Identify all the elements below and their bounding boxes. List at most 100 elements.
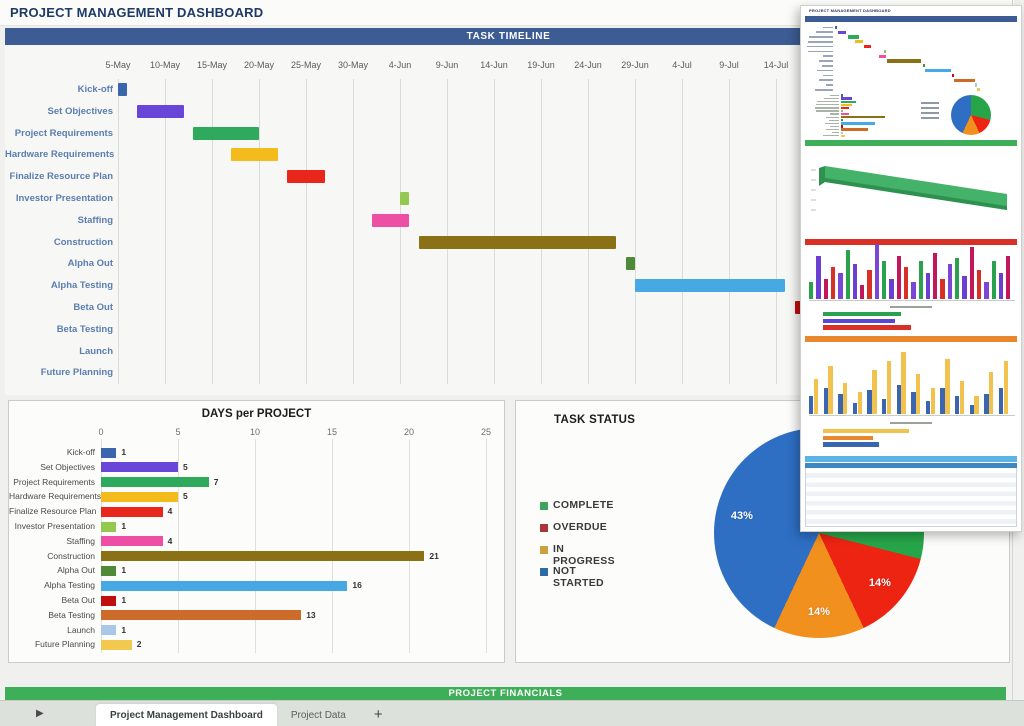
mini-data-table-header — [805, 463, 1017, 468]
gantt-task-label: Future Planning — [40, 367, 113, 379]
mini-gantt-bar — [883, 49, 886, 53]
gantt-axis-tick: 10-May — [149, 60, 180, 70]
gantt-axis-tick: 5-May — [105, 60, 131, 70]
mini-column — [940, 278, 945, 299]
days-axis-tick: 25 — [480, 427, 491, 437]
mini-gantt-label — [815, 88, 833, 91]
sheet-nav-arrow-icon[interactable]: ▶ — [36, 708, 44, 719]
legend-swatch — [540, 568, 548, 576]
mini-orange-section-bar — [805, 336, 1017, 342]
mini-column — [882, 398, 887, 414]
mini-gantt-label — [823, 55, 833, 58]
mini-column — [813, 378, 819, 414]
mini-days-row — [811, 100, 911, 103]
mini-pie-chart — [951, 95, 991, 135]
mini-column — [969, 246, 974, 299]
mini-days-label — [825, 128, 839, 131]
mini-days-chart — [811, 94, 911, 138]
days-gridline — [332, 439, 333, 653]
project-financials-title: PROJECT FINANCIALS — [448, 688, 563, 699]
gantt-gridline — [635, 79, 636, 384]
gantt-task-label: Set Objectives — [47, 105, 113, 117]
days-bar — [101, 491, 178, 502]
mini-column — [962, 275, 967, 299]
gantt-bar — [418, 235, 617, 249]
mini-days-label — [830, 125, 839, 128]
gantt-gridline — [776, 79, 777, 384]
mini-column — [925, 400, 931, 414]
mini-column — [838, 394, 843, 414]
tab-project-management-dashboard[interactable]: Project Management Dashboard — [96, 704, 277, 726]
mini-days-bar — [841, 122, 875, 125]
mini-days-label — [830, 113, 839, 115]
days-category-label: Beta Testing — [48, 609, 95, 620]
days-bar — [101, 610, 302, 621]
days-value-label: 1 — [121, 624, 127, 635]
gantt-task-label: Alpha Out — [67, 258, 113, 270]
gantt-bar — [193, 126, 259, 140]
gantt-axis-tick: 14-Jun — [480, 60, 508, 70]
mini-days-row — [811, 112, 911, 116]
days-gridline — [409, 439, 410, 653]
mini-days-label — [815, 104, 839, 106]
mini-financial-3d-chart — [811, 166, 1007, 211]
mini-days-row — [811, 122, 911, 125]
mini-days-label — [825, 116, 839, 118]
gantt-axis-tick: 4-Jul — [672, 60, 692, 70]
mini-days-label — [814, 107, 839, 109]
mini-column — [809, 396, 814, 414]
mini-gantt-bar — [838, 30, 847, 34]
mini-gantt-label — [825, 84, 833, 86]
gantt-axis-tick: 9-Jul — [719, 60, 739, 70]
days-category-label: Alpha Out — [57, 565, 95, 576]
mini-column — [828, 365, 833, 414]
days-per-project-panel[interactable]: DAYS per PROJECT 0 5 10 15 20 25 Kick-off 1 Set … — [8, 400, 505, 663]
mini-gantt — [805, 25, 1017, 92]
gantt-bar — [136, 104, 184, 118]
mini-days-row — [811, 131, 911, 134]
days-category-label: Alpha Testing — [44, 580, 95, 591]
mini-gantt-bar — [848, 35, 860, 39]
mini-gantt-row — [805, 87, 1017, 92]
mini-gantt-label — [822, 64, 833, 67]
add-sheet-button[interactable]: + — [360, 704, 397, 726]
gantt-bar — [794, 301, 805, 314]
mini-gantt-label — [818, 79, 833, 82]
days-axis-tick: 0 — [98, 427, 104, 437]
days-value-label: 2 — [136, 639, 142, 650]
mini-gantt-label — [818, 60, 833, 62]
tab-project-data[interactable]: Project Data — [277, 704, 360, 726]
gantt-gridline — [118, 79, 119, 384]
mini-days-row — [811, 109, 911, 113]
gantt-axis-tick: 4-Jun — [388, 60, 412, 70]
gantt-row: Alpha Out — [5, 253, 1012, 275]
gantt-row: Project Requirements — [5, 123, 1012, 145]
tab-inactive-label: Project Data — [290, 710, 346, 721]
mini-gantt-row — [805, 68, 1017, 73]
gantt-row: Finalize Resource Plan — [5, 166, 1012, 188]
mini-table-title-bar — [805, 456, 1017, 462]
mini-gantt-bar — [887, 59, 922, 63]
gantt-gridline — [729, 79, 730, 384]
mini-column — [945, 359, 950, 414]
mini-column — [809, 281, 814, 299]
mini-gantt-bar — [854, 40, 863, 44]
gantt-task-label: Beta Out — [73, 302, 113, 313]
mini-column — [886, 361, 892, 414]
mini-days-row — [811, 97, 911, 100]
mini-column — [976, 270, 982, 299]
status-chart-title: TASK STATUS — [554, 414, 636, 426]
gantt-axis-tick: 19-Jun — [527, 60, 555, 70]
gantt-row: Staffing — [5, 210, 1012, 232]
mini-days-label — [815, 110, 839, 112]
mini-hbar — [823, 442, 879, 447]
mini-gantt-bar — [976, 88, 981, 92]
mini-column — [843, 383, 848, 414]
gantt-axis-tick: 25-May — [290, 60, 321, 70]
gantt-axis-tick: 15-May — [196, 60, 227, 70]
mini-hbar — [823, 318, 895, 323]
days-bar-row: Kick-off 1 — [9, 445, 506, 460]
mini-gantt-row — [805, 78, 1017, 83]
mini-days-bar — [841, 125, 844, 128]
days-category-label: Hardware Requirements — [9, 491, 102, 502]
